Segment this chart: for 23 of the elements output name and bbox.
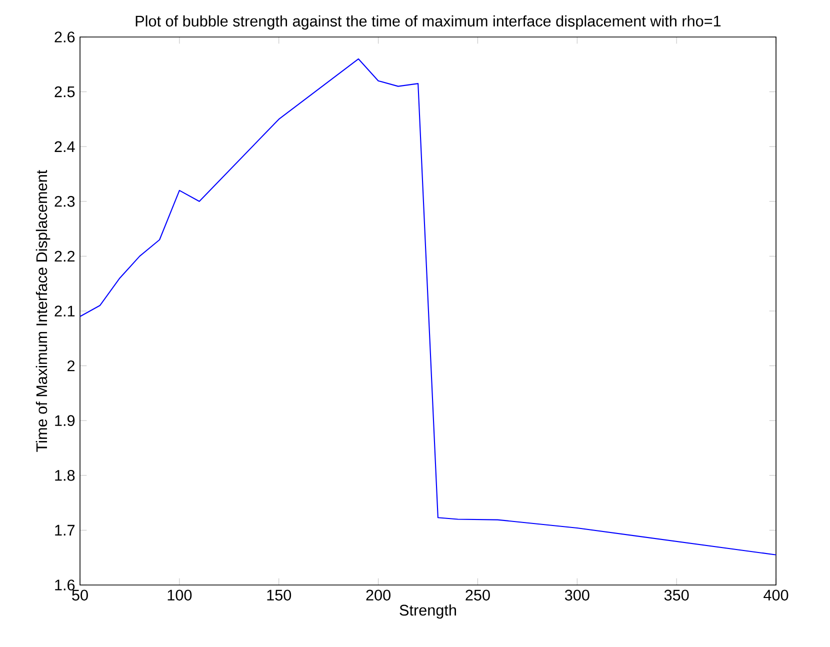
y-tick-label: 1.9 bbox=[55, 415, 75, 426]
y-tick-label: 2.2 bbox=[54, 250, 75, 262]
x-tick-label: 300 bbox=[564, 590, 590, 601]
x-tick-label: 400 bbox=[764, 590, 788, 601]
chart-title: Plot of bubble strength against the time of maximum interface displacement with rho=1 bbox=[136, 15, 721, 30]
y-tick-label: 1.7 bbox=[55, 524, 75, 536]
line-series bbox=[80, 58, 776, 556]
y-tick-label: 1.8 bbox=[55, 470, 75, 481]
y-tick-label: 2.6 bbox=[54, 32, 75, 42]
y-tick-label: 1.6 bbox=[55, 580, 75, 590]
x-tick-label: 150 bbox=[267, 590, 292, 601]
y-tick-label: 2.5 bbox=[54, 86, 75, 98]
y-tick-label: 2.1 bbox=[54, 306, 75, 316]
x-tick-label: 250 bbox=[466, 590, 490, 601]
x-tick-label: 100 bbox=[168, 590, 192, 601]
x-tick-label: 350 bbox=[664, 590, 689, 601]
y-tick-label: 2.4 bbox=[54, 141, 75, 152]
y-axis-title: Time of Maximum Interface Displacement bbox=[36, 170, 50, 452]
y-tick-label: 2 bbox=[68, 360, 75, 372]
x-axis-title: Strength bbox=[400, 604, 456, 619]
y-tick-label: 2.3 bbox=[54, 196, 75, 207]
x-tick-label: 50 bbox=[72, 590, 88, 601]
x-tick-label: 200 bbox=[366, 590, 390, 601]
